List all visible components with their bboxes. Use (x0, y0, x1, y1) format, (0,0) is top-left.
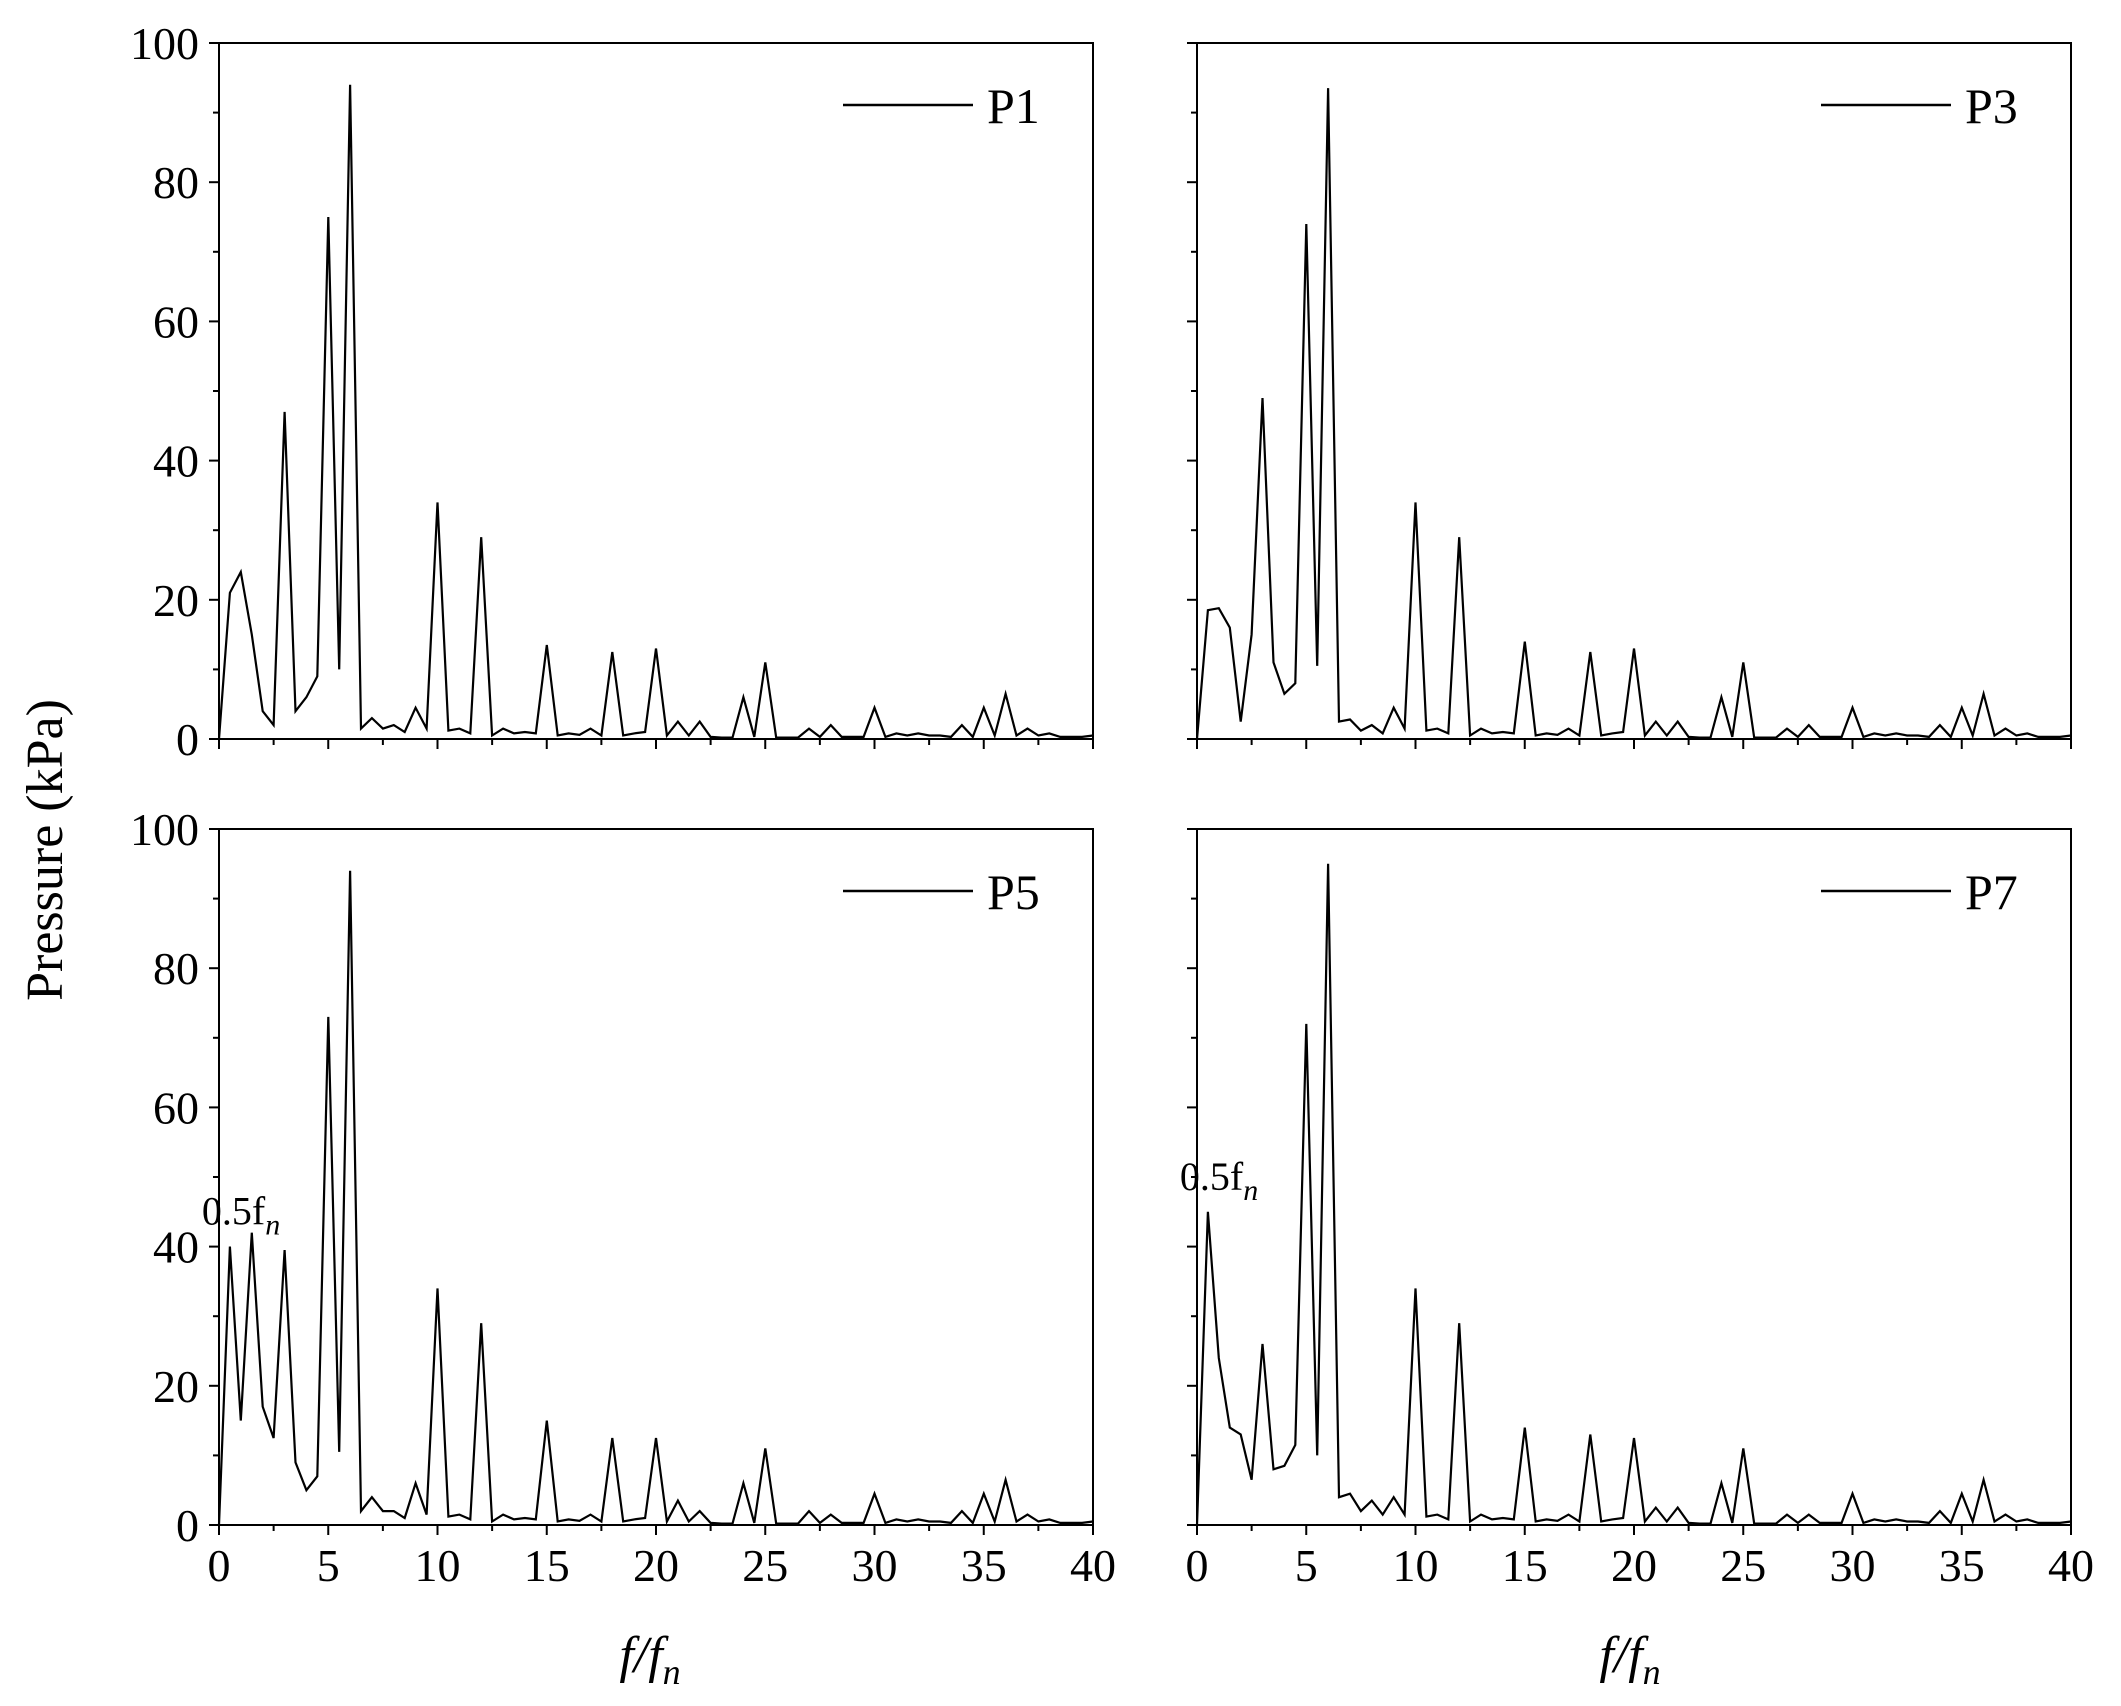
x-tick-label: 30 (852, 1540, 898, 1591)
x-axis-title-main: f/f (1599, 1627, 1649, 1684)
y-tick-label: 80 (153, 943, 199, 994)
y-tick-label: 20 (153, 1361, 199, 1412)
y-tick-label: 20 (153, 575, 199, 626)
x-tick-label: 25 (742, 1540, 788, 1591)
x-tick-label: 20 (1611, 1540, 1657, 1591)
y-tick-label: 60 (153, 1082, 199, 1133)
y-tick-label: 80 (153, 157, 199, 208)
chart-panel-p5: 0 20 40 60 80 100 0 5 10 15 20 25 30 35 40 P5 0.5fn (130, 804, 1116, 1591)
annotation-subscript: n (265, 1209, 280, 1242)
x-tick-label: 35 (1939, 1540, 1985, 1591)
y-axis-title: Pressure (kPa) (17, 699, 74, 1001)
series-line-p5 (217, 870, 1094, 1526)
series-line-p1 (217, 84, 1094, 740)
x-tick-label: 5 (1295, 1540, 1318, 1591)
annotation-half-fn: 0.5fn (1180, 1154, 1258, 1207)
x-tick-label: 35 (961, 1540, 1007, 1591)
legend-label: P3 (1965, 78, 2018, 134)
x-axis-title-subscript: n (663, 1652, 681, 1692)
y-tick-label: 100 (130, 18, 199, 69)
x-tick-label: 0 (208, 1540, 231, 1591)
legend-label: P1 (987, 78, 1040, 134)
annotation-main: 0.5f (1180, 1154, 1244, 1199)
x-tick-label: 15 (524, 1540, 570, 1591)
x-tick-label: 40 (1070, 1540, 1116, 1591)
x-tick-label: 30 (1830, 1540, 1876, 1591)
y-tick-label: 40 (153, 1222, 199, 1273)
series-line-p3 (1195, 88, 2072, 740)
x-tick-label: 20 (633, 1540, 679, 1591)
legend-label: P7 (1965, 864, 2018, 920)
x-axis-title-left: f/fn (619, 1627, 680, 1692)
y-tick-label: 60 (153, 296, 199, 347)
annotation-half-fn: 0.5fn (202, 1189, 280, 1242)
x-tick-label: 5 (317, 1540, 340, 1591)
plot-frame (1196, 828, 2072, 1526)
y-tick-label: 0 (176, 714, 199, 765)
y-tick-label: 0 (176, 1500, 199, 1551)
annotation-main: 0.5f (202, 1189, 266, 1234)
annotation-subscript: n (1243, 1174, 1258, 1207)
x-tick-label: 10 (415, 1540, 461, 1591)
x-axis-title-subscript: n (1643, 1652, 1661, 1692)
y-tick-label: 100 (130, 804, 199, 855)
chart-panel-p1: 0 20 40 60 80 100 P1 (130, 18, 1094, 765)
x-tick-label: 0 (1186, 1540, 1209, 1591)
x-tick-label: 25 (1720, 1540, 1766, 1591)
y-tick-label: 40 (153, 436, 199, 487)
x-tick-label: 15 (1502, 1540, 1548, 1591)
x-axis-title-main: f/f (619, 1627, 669, 1684)
chart-panel-p7: 0 5 10 15 20 25 30 35 40 P7 0.5fn (1180, 828, 2094, 1591)
legend-label: P5 (987, 864, 1040, 920)
x-tick-label: 40 (2048, 1540, 2094, 1591)
chart-panel-p3: P3 (1187, 42, 2072, 749)
x-axis-title-right: f/fn (1599, 1627, 1660, 1692)
x-tick-label: 10 (1393, 1540, 1439, 1591)
series-line-p7 (1195, 863, 2072, 1526)
